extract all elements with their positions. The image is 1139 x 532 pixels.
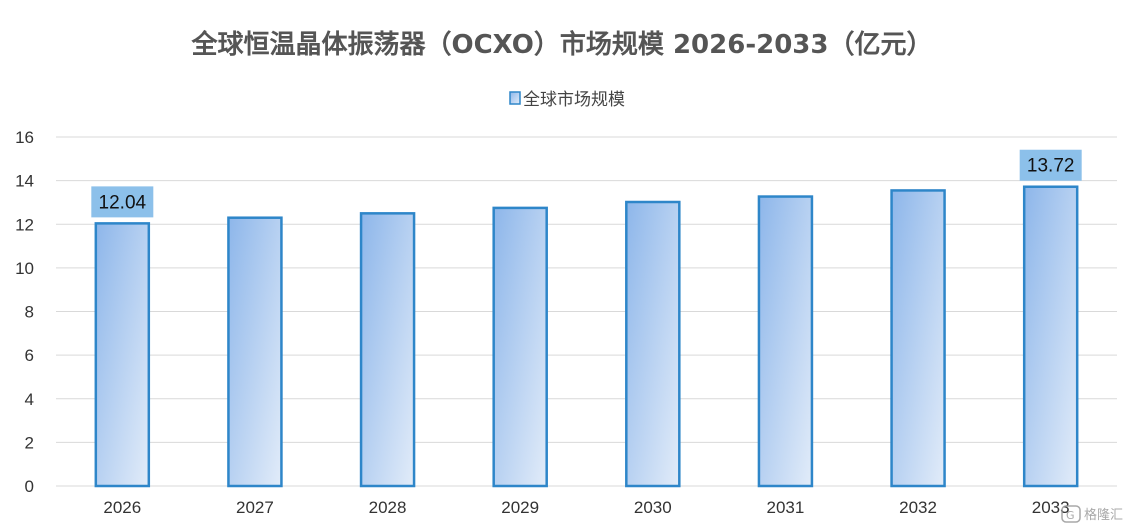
x-tick-label: 2031: [767, 498, 805, 517]
data-labels: 12.04 13.72: [91, 149, 1082, 218]
svg-text:G: G: [1066, 509, 1075, 522]
bar-2026: [94, 222, 151, 488]
y-tick-label: 16: [15, 128, 34, 147]
data-label-bg: [91, 186, 154, 218]
data-label-2026: 12.04: [91, 186, 154, 218]
legend-swatch: [509, 91, 521, 105]
bars: [94, 185, 1079, 488]
y-tick-label: 10: [15, 259, 34, 278]
bar-2028: [359, 212, 416, 488]
data-label-2033: 13.72: [1019, 149, 1082, 181]
bar-2033: [1022, 185, 1079, 488]
y-tick-label: 0: [25, 477, 34, 496]
x-axis-ticks: 2026 2027 2028 2029 2030 2031 2032 2033: [103, 498, 1069, 517]
x-tick-label: 2033: [1032, 498, 1070, 517]
chart-title: 全球恒温晶体振荡器（OCXO）市场规模 2026-2033（亿元）: [191, 29, 933, 60]
bar-2030: [625, 200, 681, 488]
data-label-bg: [1019, 149, 1082, 181]
bar-2032: [890, 189, 946, 488]
y-tick-label: 2: [25, 433, 34, 452]
bar-2027: [227, 216, 283, 488]
watermark-text: 格隆汇: [1084, 507, 1123, 523]
y-tick-label: 4: [25, 390, 34, 409]
bar-2029: [492, 206, 548, 488]
glh-logo-icon: [1061, 505, 1081, 523]
y-tick-label: 12: [15, 215, 34, 234]
gridlines: [56, 136, 1117, 487]
x-tick-label: 2029: [501, 498, 539, 517]
x-tick-label: 2030: [634, 498, 672, 517]
y-tick-label: 14: [15, 172, 34, 191]
y-tick-label: 6: [25, 346, 34, 365]
watermark: G 格隆汇: [1061, 505, 1123, 523]
y-axis-ticks: 0 2 4 6 8 10 12 14 16: [15, 128, 34, 496]
y-tick-label: 8: [25, 303, 34, 322]
bar-2031: [757, 195, 814, 488]
legend: 全球市场规模: [509, 90, 625, 110]
data-label-text: 13.72: [1027, 156, 1075, 177]
x-tick-label: 2028: [369, 498, 407, 517]
x-tick-label: 2026: [103, 498, 141, 517]
x-tick-label: 2032: [899, 498, 937, 517]
data-label-text: 12.04: [99, 192, 147, 213]
legend-label: 全球市场规模: [523, 90, 625, 110]
x-tick-label: 2027: [236, 498, 274, 517]
